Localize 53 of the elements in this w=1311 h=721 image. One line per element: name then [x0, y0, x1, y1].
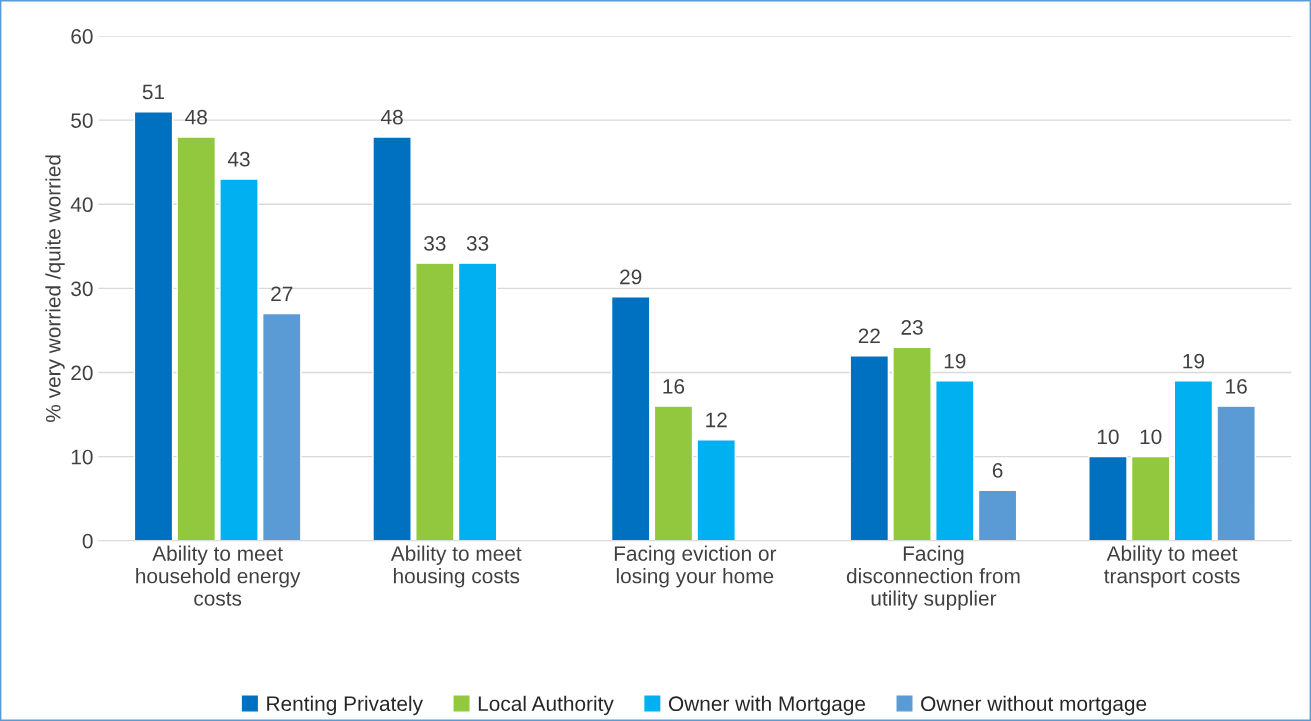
bar [977, 489, 1018, 541]
x-tick-label: Ability to meet transport costs [1104, 545, 1240, 588]
x-tick-label: Ability to meet housing costs [390, 545, 522, 588]
bar [1216, 405, 1256, 541]
bar [372, 136, 412, 541]
y-tick-label: 50 [71, 113, 93, 128]
data-label: 19 [944, 353, 966, 369]
data-label: 33 [466, 235, 489, 251]
bar [219, 178, 259, 541]
bar [176, 136, 217, 541]
bar [1130, 455, 1171, 541]
bar [653, 405, 694, 541]
bar [935, 380, 975, 541]
legend-label: Owner without mortgage [921, 695, 1147, 716]
bar [1173, 380, 1214, 541]
legend-label: Renting Privately [267, 695, 423, 716]
data-label: 12 [706, 412, 727, 428]
y-tick-label: 40 [70, 197, 93, 213]
legend-label: Local Authority [478, 695, 614, 716]
bar [892, 346, 932, 541]
data-label: 29 [620, 269, 642, 285]
data-label: 43 [227, 151, 250, 167]
y-tick-label: 20 [71, 365, 93, 381]
data-label: 19 [1183, 353, 1205, 369]
y-tick-label: 60 [71, 29, 93, 44]
y-tick-label: 30 [71, 281, 93, 297]
data-label: 22 [858, 328, 880, 344]
data-label: 51 [142, 84, 165, 100]
legend-label: Owner with Mortgage [668, 695, 866, 716]
y-axis-title: % very worried /quite worried [45, 155, 65, 422]
bar [261, 312, 302, 541]
data-label: 10 [1140, 429, 1162, 445]
bar [696, 439, 736, 541]
x-tick-label: Facing eviction or losing your home [614, 545, 777, 588]
bar [849, 354, 890, 541]
data-label: 48 [185, 109, 207, 125]
data-label: 48 [380, 109, 403, 125]
data-label: 33 [424, 235, 446, 251]
x-tick-label: Ability to meet household energy costs [136, 545, 301, 606]
bar [457, 262, 498, 541]
data-label: 16 [1226, 378, 1247, 394]
data-label: 6 [992, 463, 1003, 478]
y-tick-label: 10 [71, 449, 93, 465]
x-tick-label: Facing disconnection from utility supplier [846, 545, 1020, 610]
y-tick-label: 0 [82, 533, 93, 549]
data-label: 16 [663, 378, 685, 394]
data-label: 10 [1097, 429, 1119, 445]
bar [610, 296, 651, 541]
data-label: 23 [901, 320, 923, 335]
bar [1088, 455, 1128, 541]
bar [133, 111, 174, 541]
bar [415, 262, 455, 541]
data-label: 27 [271, 286, 293, 301]
